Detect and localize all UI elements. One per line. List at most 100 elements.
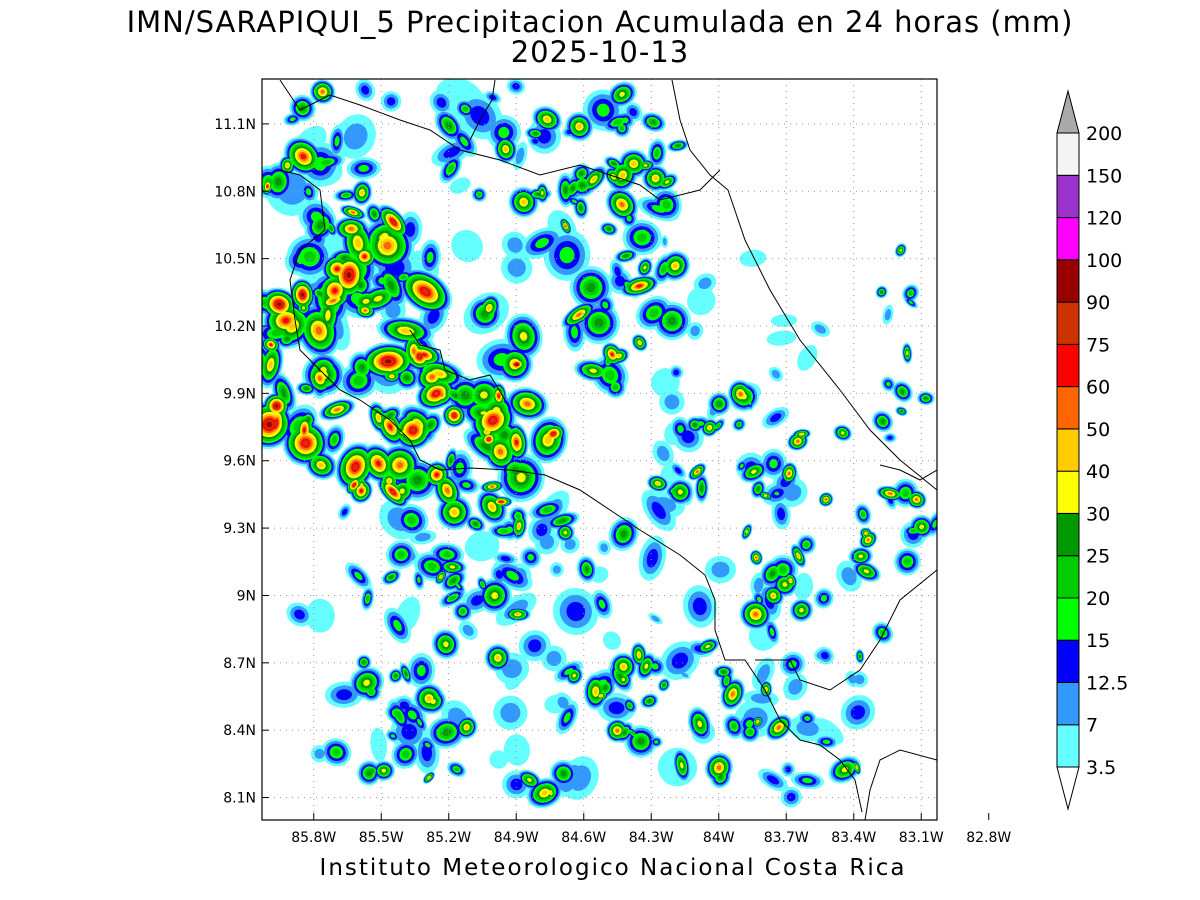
precip-cell (858, 654, 862, 658)
precip-cell (362, 298, 370, 304)
colorbar-label: 25 (1086, 546, 1110, 568)
precip-cell (724, 677, 729, 684)
x-tick-label: 84.6W (561, 830, 606, 846)
coastline (879, 464, 937, 481)
precip-cell (485, 429, 489, 434)
precip-cell (598, 599, 606, 609)
precip-cell (864, 531, 868, 535)
precip-cell (462, 624, 474, 636)
precip-cell (566, 601, 586, 622)
precip-cell (462, 106, 469, 112)
precip-cell (769, 459, 778, 469)
precip-cell (336, 689, 352, 701)
precip-cell (426, 695, 432, 702)
precip-cell (653, 176, 658, 181)
precip-cell (436, 97, 447, 108)
precip-cell (570, 185, 576, 192)
precip-cell (680, 762, 684, 769)
precip-cell (424, 742, 431, 748)
precip-cell (370, 727, 388, 762)
colorbar-box (1056, 682, 1080, 726)
precip-cell (751, 469, 757, 474)
colorbar-label: 120 (1086, 208, 1122, 230)
precip-cell (802, 777, 813, 784)
precip-cell (664, 180, 670, 184)
precip-cell (342, 193, 350, 198)
precip-cell (619, 201, 625, 208)
precip-cell (445, 487, 450, 494)
precip-cell (824, 497, 828, 501)
precip-cell (840, 431, 845, 435)
precip-cell (491, 592, 499, 599)
precip-cell (480, 411, 487, 415)
precip-cell (656, 445, 670, 462)
colorbar-box (1056, 301, 1080, 345)
precip-cell (650, 120, 657, 125)
y-tick-label: 9.9N (223, 386, 256, 402)
precip-cell (266, 184, 269, 188)
colorbar-label: 3.5 (1086, 757, 1116, 779)
precip-cell (622, 730, 627, 735)
precip-cell (617, 354, 621, 358)
precip-cell (399, 701, 410, 710)
colorbar-label: 30 (1086, 503, 1110, 525)
precip-cell (404, 374, 410, 381)
precip-cell (461, 391, 470, 400)
precip-cell (613, 119, 623, 125)
precip-cell (503, 734, 531, 766)
precip-cell (397, 550, 406, 559)
precip-cell (637, 652, 641, 657)
precip-cell (271, 329, 284, 337)
precip-cell (886, 381, 891, 387)
precip-cell (358, 282, 364, 288)
precip-cell (355, 238, 361, 248)
precip-cell (756, 596, 762, 603)
colorbar-box (1056, 386, 1080, 430)
precip-cell (651, 501, 666, 519)
precip-cell (332, 288, 338, 294)
precip-cell (769, 627, 775, 637)
precip-cell (373, 295, 383, 302)
colorbar-label: 60 (1086, 377, 1110, 399)
precip-cell (445, 121, 452, 129)
precip-cell (866, 538, 870, 542)
y-tick-label: 11.1N (214, 117, 256, 133)
precip-cell (563, 530, 568, 535)
precip-cell (495, 570, 503, 579)
precip-cell (637, 232, 648, 243)
precip-cell (711, 561, 730, 578)
precip-cell (358, 164, 370, 172)
y-tick-label: 8.7N (223, 656, 256, 672)
precip-cell (515, 147, 525, 164)
precip-cell (753, 577, 764, 593)
precip-cell (779, 565, 787, 574)
precip-cell (391, 219, 396, 225)
precip-cell (262, 299, 270, 307)
precip-cell (776, 725, 781, 730)
colorbar-under-arrow (1056, 766, 1080, 811)
longitude-axis: 85.8W 85.5W 85.2W 84.9W 84.6W 84.3W 84W 83.7W 83… (291, 813, 1011, 846)
precip-cell (360, 190, 364, 195)
colorbar-label: 90 (1086, 292, 1110, 314)
precip-cell (716, 423, 721, 428)
precip-cell (656, 482, 660, 485)
precip-cell (517, 523, 521, 529)
precip-cell (528, 639, 542, 653)
precip-cell (738, 392, 743, 397)
precip-cell (416, 665, 426, 677)
precip-cell (317, 221, 324, 230)
precip-cell (622, 117, 629, 124)
precip-cell (593, 688, 598, 695)
precip-cell (498, 126, 510, 139)
precip-cell (563, 712, 571, 723)
precip-cell (449, 595, 457, 601)
precip-cell (643, 164, 648, 167)
precip-cell (400, 275, 407, 280)
precip-cell (631, 161, 637, 167)
precip-cell (449, 177, 471, 194)
precip-cell (417, 718, 423, 726)
precip-cell (472, 111, 478, 122)
precip-cell (320, 89, 325, 94)
precip-cell (785, 766, 792, 773)
precip-cell (268, 360, 273, 369)
